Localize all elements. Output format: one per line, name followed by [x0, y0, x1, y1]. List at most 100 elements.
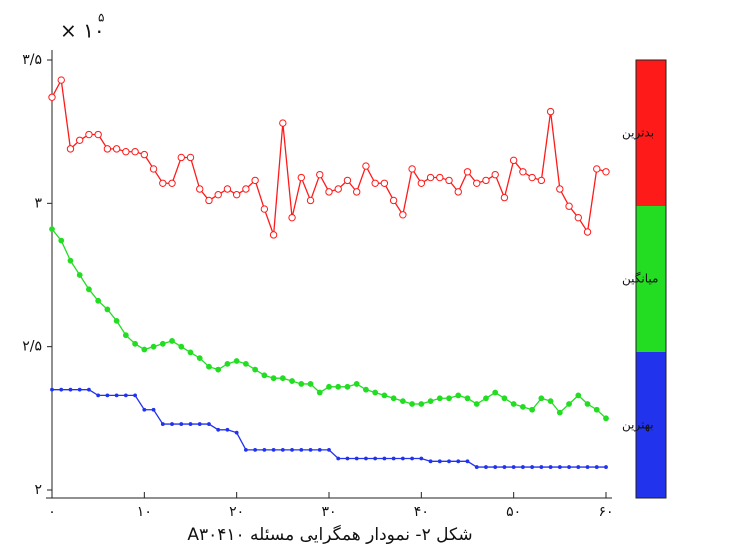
point: [474, 465, 479, 469]
point: [298, 381, 305, 387]
point: [418, 401, 425, 407]
point: [216, 427, 221, 432]
point: [382, 456, 387, 461]
point: [160, 422, 165, 426]
point: [269, 231, 278, 239]
point: [59, 387, 64, 392]
point: [253, 447, 258, 452]
point: [556, 409, 563, 416]
point: [289, 378, 295, 384]
series-line: [52, 389, 606, 468]
point: [391, 456, 396, 461]
point: [262, 447, 267, 452]
point: [493, 465, 498, 469]
point: [583, 228, 592, 236]
point: [437, 459, 442, 464]
point: [603, 415, 609, 422]
point: [594, 465, 599, 469]
point: [159, 340, 166, 347]
multiplier-exponent: ۵: [98, 11, 104, 25]
point: [123, 393, 128, 398]
caption: شکل ۲- نمودار همگرایی مسئله A۳۰۴۱۰: [187, 524, 472, 545]
point: [345, 456, 350, 461]
point: [576, 465, 581, 469]
point: [169, 338, 175, 344]
point: [390, 395, 397, 402]
point: [548, 465, 553, 469]
point: [399, 398, 406, 405]
point: [244, 447, 248, 452]
point: [50, 387, 54, 392]
point: [188, 422, 193, 426]
point: [232, 191, 241, 199]
point: [95, 297, 102, 304]
point: [151, 407, 156, 412]
legend-swatch: [636, 352, 666, 498]
point: [602, 168, 610, 176]
series-line: [51, 228, 607, 419]
point: [67, 257, 74, 264]
point: [502, 465, 507, 469]
point: [327, 447, 331, 452]
point: [410, 456, 415, 461]
point: [428, 459, 433, 464]
point: [150, 343, 157, 350]
point: [316, 170, 324, 179]
point: [122, 332, 129, 339]
point: [334, 185, 342, 193]
point: [426, 173, 435, 182]
point: [584, 401, 591, 407]
point: [243, 360, 249, 367]
point: [103, 145, 112, 153]
legend-frame: [635, 59, 667, 499]
point: [133, 393, 138, 398]
point: [408, 165, 416, 173]
point: [372, 389, 379, 396]
point: [76, 272, 83, 278]
point: [233, 358, 240, 364]
point: [484, 465, 488, 469]
legend-swatch: [636, 60, 666, 206]
point: [280, 447, 285, 452]
multiplier: × ۱۰: [60, 19, 105, 43]
point: [178, 343, 185, 350]
point: [427, 398, 434, 405]
point: [85, 130, 93, 139]
point: [399, 211, 407, 219]
point: [473, 179, 481, 187]
point: [473, 401, 480, 407]
point: [556, 185, 564, 193]
point: [242, 185, 250, 193]
point: [363, 386, 369, 393]
point: [96, 393, 101, 398]
point: [546, 107, 555, 116]
point: [565, 202, 573, 210]
point: [196, 355, 203, 362]
series-line: [51, 77, 607, 236]
point: [114, 393, 119, 398]
point: [140, 150, 149, 159]
point: [483, 395, 489, 402]
point: [48, 93, 56, 101]
legend-label: بدترین: [622, 126, 654, 141]
point: [279, 119, 287, 127]
point: [142, 407, 147, 412]
point: [316, 389, 323, 396]
x-tick-label: ۳۰: [321, 504, 336, 520]
point: [465, 459, 470, 464]
point: [530, 465, 535, 469]
point: [317, 447, 322, 452]
point: [170, 422, 174, 426]
point: [66, 145, 75, 153]
point: [252, 366, 259, 373]
point: [380, 179, 389, 187]
point: [159, 179, 167, 187]
point: [251, 176, 259, 185]
point: [371, 179, 379, 187]
point: [537, 176, 546, 185]
point: [463, 168, 472, 176]
point: [299, 447, 304, 452]
point: [353, 188, 361, 196]
point: [113, 317, 120, 324]
